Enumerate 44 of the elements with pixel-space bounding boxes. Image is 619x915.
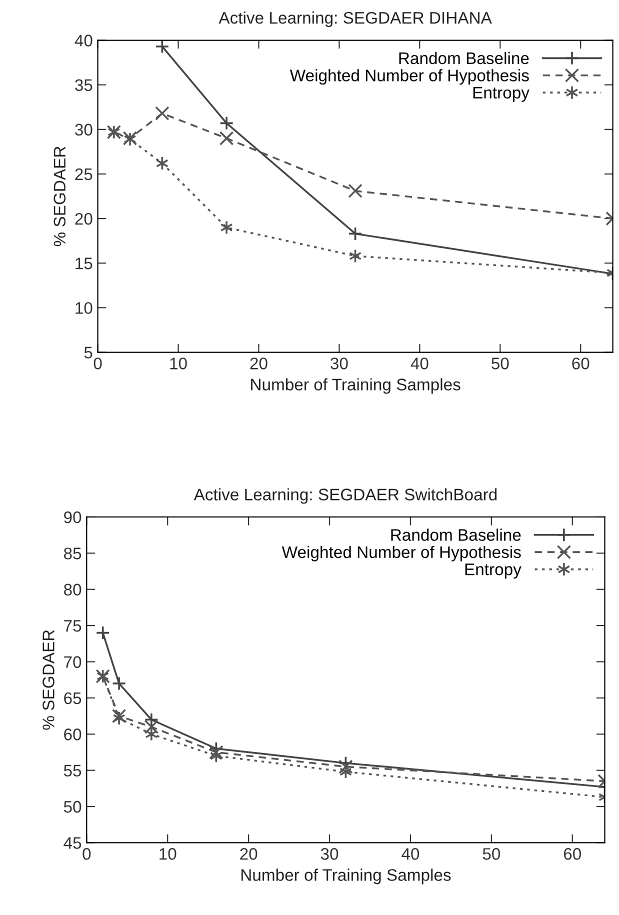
legend-label: Random Baseline bbox=[399, 52, 529, 64]
x-axis-title: Number of Training Samples bbox=[241, 868, 451, 884]
legend-label: Weighted Number of Hypothesis bbox=[290, 69, 529, 85]
legend-label: Entropy bbox=[465, 564, 522, 579]
x-tick-label: 20 bbox=[240, 848, 258, 860]
x-tick-label: 0 bbox=[94, 358, 102, 370]
y-tick-label: 50 bbox=[64, 800, 82, 813]
x-tick-label: 50 bbox=[492, 358, 509, 370]
x-axis-title: Number of Training Samples bbox=[251, 378, 460, 394]
y-tick-label: 10 bbox=[76, 302, 92, 314]
y-tick-label: 60 bbox=[64, 728, 82, 740]
y-tick-label: 35 bbox=[75, 79, 92, 92]
x-tick-label: 40 bbox=[402, 848, 420, 860]
x-tick-label: 60 bbox=[572, 358, 590, 370]
y-tick-label: 85 bbox=[64, 548, 82, 560]
y-tick-label: 5 bbox=[84, 346, 92, 358]
x-tick-label: 40 bbox=[410, 358, 428, 370]
legend-label: Weighted Number of Hypothesis bbox=[282, 546, 521, 562]
y-tick-label: 45 bbox=[64, 837, 82, 849]
chart-title: Active Learning: SEGDAER SwitchBoard bbox=[194, 488, 497, 504]
x-tick-label: 0 bbox=[82, 848, 91, 860]
x-tick-label: 60 bbox=[564, 848, 581, 860]
y-tick-label: 80 bbox=[64, 584, 82, 596]
x-tick-label: 10 bbox=[160, 848, 176, 860]
y-tick-label: 75 bbox=[64, 620, 82, 632]
y-tick-label: 15 bbox=[76, 258, 92, 270]
legend-label: Random Baseline bbox=[391, 528, 521, 541]
y-tick-label: 65 bbox=[64, 692, 82, 704]
y-axis-title: % SEGDAER bbox=[42, 630, 54, 730]
chart-title: Active Learning: SEGDAER DIHANA bbox=[218, 12, 492, 28]
x-tick-label: 30 bbox=[320, 848, 338, 860]
x-tick-label: 10 bbox=[170, 358, 187, 370]
legend-label: Entropy bbox=[473, 86, 530, 102]
y-axis-title: % SEGDAER bbox=[54, 146, 66, 246]
x-tick-label: 20 bbox=[250, 358, 268, 370]
y-tick-label: 25 bbox=[75, 168, 92, 180]
y-tick-label: 70 bbox=[64, 656, 82, 668]
x-tick-label: 30 bbox=[330, 358, 348, 370]
y-tick-label: 90 bbox=[64, 511, 82, 524]
y-tick-label: 55 bbox=[64, 764, 82, 777]
y-tick-label: 20 bbox=[75, 212, 92, 225]
y-tick-label: 40 bbox=[74, 34, 92, 46]
x-tick-label: 50 bbox=[482, 848, 500, 860]
y-tick-label: 30 bbox=[75, 124, 92, 136]
